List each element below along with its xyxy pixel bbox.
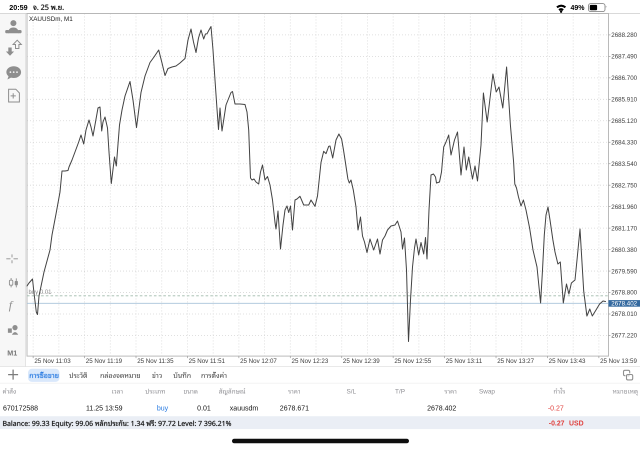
svg-text:2678.671: 2678.671 bbox=[280, 405, 309, 412]
svg-text:XAUUSDm, M1: XAUUSDm, M1 bbox=[29, 16, 73, 23]
svg-text:2686.700: 2686.700 bbox=[611, 75, 637, 82]
svg-text:2687.490: 2687.490 bbox=[611, 54, 637, 61]
svg-text:2685.120: 2685.120 bbox=[611, 118, 637, 125]
svg-text:25 Nov 13:27: 25 Nov 13:27 bbox=[497, 358, 534, 365]
svg-text:11.25 13:59: 11.25 13:59 bbox=[86, 405, 123, 412]
svg-text:buy 0.01: buy 0.01 bbox=[29, 290, 53, 296]
svg-text:S/L: S/L bbox=[347, 389, 357, 396]
svg-text:670172588: 670172588 bbox=[3, 405, 38, 412]
svg-text:2678.800: 2678.800 bbox=[611, 290, 637, 297]
svg-text:25 Nov 11:51: 25 Nov 11:51 bbox=[189, 358, 226, 365]
svg-text:25 Nov 11:35: 25 Nov 11:35 bbox=[137, 358, 174, 365]
svg-text:2683.540: 2683.540 bbox=[611, 161, 637, 168]
svg-text:25 Nov 11:19: 25 Nov 11:19 bbox=[86, 358, 123, 365]
svg-text:25 Nov 13:11: 25 Nov 13:11 bbox=[446, 358, 483, 365]
svg-text:2678.402: 2678.402 bbox=[427, 405, 456, 412]
svg-text:0.01: 0.01 bbox=[197, 405, 211, 412]
svg-text:2685.910: 2685.910 bbox=[611, 97, 637, 104]
svg-text:2677.220: 2677.220 bbox=[611, 333, 637, 340]
svg-text:25 Nov 12:23: 25 Nov 12:23 bbox=[292, 358, 329, 365]
svg-text:25 Nov 13:43: 25 Nov 13:43 bbox=[549, 358, 586, 365]
svg-text:25 Nov 11:03: 25 Nov 11:03 bbox=[34, 358, 71, 365]
svg-text:buy: buy bbox=[157, 405, 169, 412]
svg-text:2688.280: 2688.280 bbox=[611, 32, 637, 39]
svg-text:25 Nov 13:59: 25 Nov 13:59 bbox=[600, 358, 637, 365]
svg-text:49%: 49% bbox=[571, 5, 586, 12]
svg-text:xauusdm: xauusdm bbox=[230, 405, 259, 412]
svg-text:-0.27: -0.27 bbox=[549, 421, 565, 428]
svg-text:2680.380: 2680.380 bbox=[611, 247, 637, 254]
svg-text:2684.330: 2684.330 bbox=[611, 139, 637, 146]
svg-text:2681.170: 2681.170 bbox=[611, 225, 637, 232]
svg-text:2679.590: 2679.590 bbox=[611, 268, 637, 275]
svg-text:25 Nov 12:39: 25 Nov 12:39 bbox=[343, 358, 380, 365]
svg-text:-0.27: -0.27 bbox=[548, 405, 564, 412]
svg-text:2678.010: 2678.010 bbox=[611, 311, 637, 318]
svg-text:20:59: 20:59 bbox=[9, 3, 27, 12]
svg-text:2682.750: 2682.750 bbox=[611, 182, 637, 189]
svg-text:2678.402: 2678.402 bbox=[611, 300, 637, 307]
svg-text:T/P: T/P bbox=[395, 389, 405, 396]
svg-text:Swap: Swap bbox=[479, 389, 495, 396]
svg-text:25 Nov 12:07: 25 Nov 12:07 bbox=[240, 358, 277, 365]
svg-text:25 Nov 12:55: 25 Nov 12:55 bbox=[394, 358, 431, 365]
svg-text:M1: M1 bbox=[7, 349, 17, 358]
svg-text:2681.960: 2681.960 bbox=[611, 204, 637, 211]
svg-text:USD: USD bbox=[569, 421, 584, 428]
